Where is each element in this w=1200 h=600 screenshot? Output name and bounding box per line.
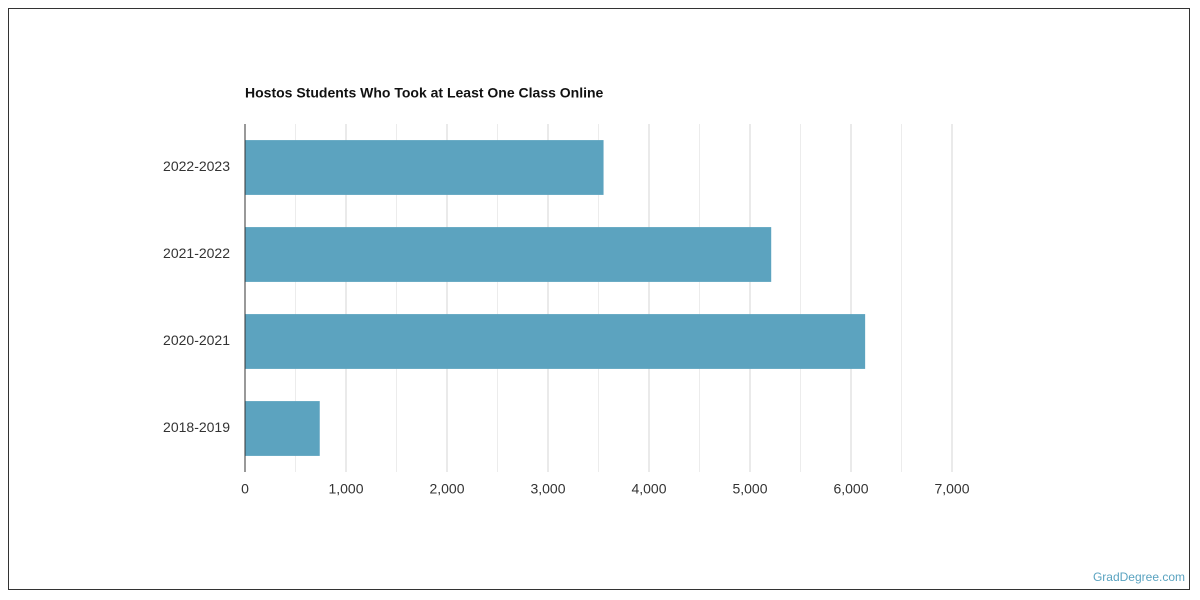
y-tick-label: 2018-2019 xyxy=(163,419,230,435)
watermark: GradDegree.com xyxy=(1093,570,1185,584)
x-tick-label: 1,000 xyxy=(328,481,363,497)
x-tick-label: 6,000 xyxy=(833,481,868,497)
bar xyxy=(245,401,320,456)
bar xyxy=(245,227,772,282)
chart-title: Hostos Students Who Took at Least One Cl… xyxy=(245,85,604,101)
x-tick-label: 4,000 xyxy=(631,481,666,497)
y-tick-label: 2021-2022 xyxy=(163,245,230,261)
x-tick-label: 0 xyxy=(241,481,249,497)
y-tick-label: 2022-2023 xyxy=(163,158,230,174)
x-tick-label: 2,000 xyxy=(429,481,464,497)
y-tick-label: 2020-2021 xyxy=(163,332,230,348)
x-tick-label: 7,000 xyxy=(934,481,969,497)
bar xyxy=(245,140,604,195)
bar xyxy=(245,314,866,369)
x-tick-label: 3,000 xyxy=(530,481,565,497)
x-tick-label: 5,000 xyxy=(732,481,767,497)
